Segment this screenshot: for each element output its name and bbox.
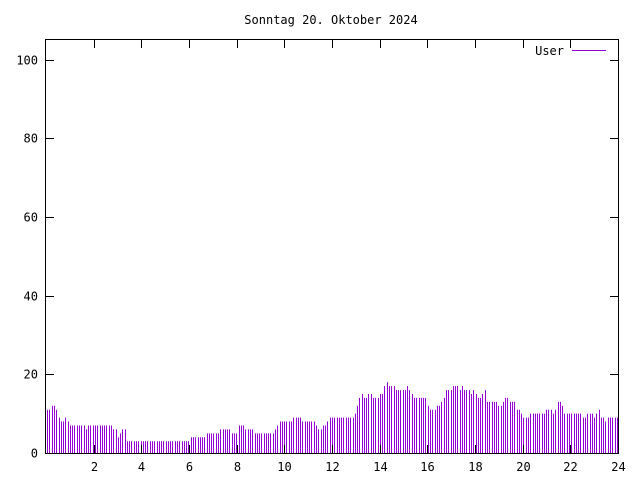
x-tick-label: 14 bbox=[373, 460, 387, 474]
x-tick-labels: 2 4 6 8 10 12 14 16 18 20 22 24 bbox=[91, 460, 626, 474]
x-tick-label: 10 bbox=[277, 460, 291, 474]
y-tick-label: 100 bbox=[16, 54, 38, 68]
plot-frame bbox=[45, 39, 619, 454]
bars-group bbox=[47, 382, 618, 453]
y-tick-label: 80 bbox=[24, 132, 38, 146]
x-tick-label: 16 bbox=[420, 460, 434, 474]
y-tick-labels: 0 20 40 60 80 100 bbox=[16, 54, 38, 461]
y-tick-label: 20 bbox=[24, 368, 38, 382]
y-tick-label: 0 bbox=[31, 447, 38, 461]
x-tick-label: 18 bbox=[468, 460, 482, 474]
x-tick-label: 12 bbox=[325, 460, 339, 474]
y-tick-label: 60 bbox=[24, 211, 38, 225]
chart-title: Sonntag 20. Oktober 2024 bbox=[244, 13, 417, 27]
legend: User bbox=[535, 44, 606, 58]
x-tick-label: 4 bbox=[138, 460, 145, 474]
x-tick-label: 24 bbox=[611, 460, 625, 474]
y-tick-label: 40 bbox=[24, 290, 38, 304]
x-tick-label: 8 bbox=[234, 460, 241, 474]
x-tick-label: 20 bbox=[516, 460, 530, 474]
x-tick-marks bbox=[94, 40, 619, 453]
x-tick-label: 22 bbox=[563, 460, 577, 474]
y-tick-marks bbox=[46, 60, 618, 454]
x-tick-label: 2 bbox=[91, 460, 98, 474]
legend-label: User bbox=[535, 44, 564, 58]
x-tick-label: 6 bbox=[186, 460, 193, 474]
